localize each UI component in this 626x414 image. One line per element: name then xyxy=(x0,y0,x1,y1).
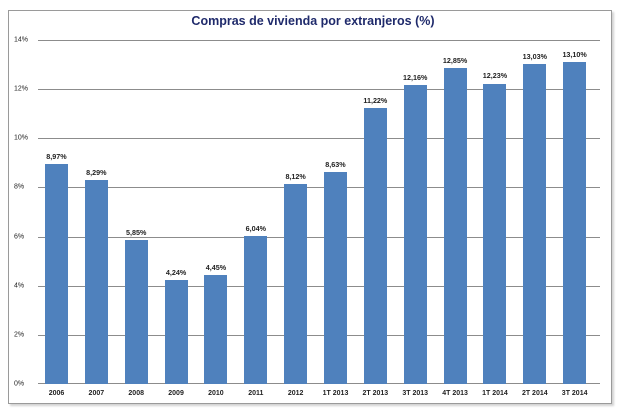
data-label: 12,85% xyxy=(442,56,468,66)
x-tick-label: 2008 xyxy=(128,390,144,397)
x-tick-label: 2011 xyxy=(248,390,264,397)
data-label: 4,45% xyxy=(205,262,227,272)
bar-1t-2013 xyxy=(324,171,347,384)
y-tick-label: 4% xyxy=(14,282,25,290)
y-tick-label: 2% xyxy=(14,331,25,339)
data-label: 8,12% xyxy=(285,172,306,182)
data-label: 8,97% xyxy=(46,151,67,161)
bar-2007 xyxy=(84,180,108,384)
bar-2009 xyxy=(164,279,188,384)
bar-2012 xyxy=(284,184,308,384)
bar-2010 xyxy=(204,274,228,384)
bar-2008 xyxy=(124,240,148,384)
x-tick-label: 3T 2013 xyxy=(402,390,429,397)
gridline xyxy=(38,138,600,140)
data-label: 5,85% xyxy=(126,228,147,238)
gridline xyxy=(38,40,600,41)
x-tick-label: 3T 2014 xyxy=(561,390,588,397)
chart-title: Compras de vivienda por extranjeros (%) xyxy=(191,14,435,28)
bar-3t-2014 xyxy=(563,62,587,384)
x-tick-label: 1T 2013 xyxy=(322,390,349,397)
y-tick-label: 12% xyxy=(14,85,29,93)
gridline xyxy=(38,187,600,189)
bar-2006 xyxy=(45,163,68,384)
x-tick-label: 1T 2014 xyxy=(482,390,508,397)
gridline xyxy=(38,89,600,91)
plot-area: 0% 2% 4% 6% 8% 10% 12% 14% 8,97% 2006 8,29% 2007 5,8… xyxy=(14,37,600,397)
gridline xyxy=(38,334,600,336)
data-label: 8,29% xyxy=(86,168,107,178)
data-label: 13,03% xyxy=(522,51,547,61)
gridline xyxy=(38,236,600,238)
x-tick-label: 2010 xyxy=(208,390,224,397)
bar-2t-2013 xyxy=(363,108,387,384)
x-tick-label: 2T 2013 xyxy=(362,390,389,397)
x-tick-label: 2012 xyxy=(287,390,304,397)
bar-4t-2013 xyxy=(443,68,467,384)
gridline xyxy=(38,285,600,287)
data-label: 12,23% xyxy=(482,71,508,81)
data-label: 6,04% xyxy=(245,223,266,233)
y-tick-label: 8% xyxy=(14,183,25,191)
bar-2011 xyxy=(244,235,268,384)
bar-2t-2014 xyxy=(523,63,547,384)
data-label: 4,24% xyxy=(165,267,187,277)
data-label: 8,63% xyxy=(325,159,346,169)
data-label: 12,16% xyxy=(403,73,428,83)
x-tick-label: 4T 2013 xyxy=(442,390,468,397)
y-tick-label: 0% xyxy=(14,380,25,388)
y-tick-label: 10% xyxy=(14,134,29,142)
x-tick-label: 2009 xyxy=(168,390,184,397)
chart-frame xyxy=(8,10,612,404)
x-tick-label: 2T 2014 xyxy=(521,390,548,397)
bar-1t-2014 xyxy=(483,83,507,384)
data-label: 11,22% xyxy=(363,96,388,106)
data-label: 13,10% xyxy=(562,50,587,60)
x-axis-line xyxy=(38,383,600,384)
bar-3t-2013 xyxy=(403,85,427,384)
x-tick-label: 2006 xyxy=(48,390,65,397)
x-tick-label: 2007 xyxy=(88,390,105,397)
y-tick-label: 14% xyxy=(14,36,29,44)
y-tick-label: 6% xyxy=(14,233,25,241)
